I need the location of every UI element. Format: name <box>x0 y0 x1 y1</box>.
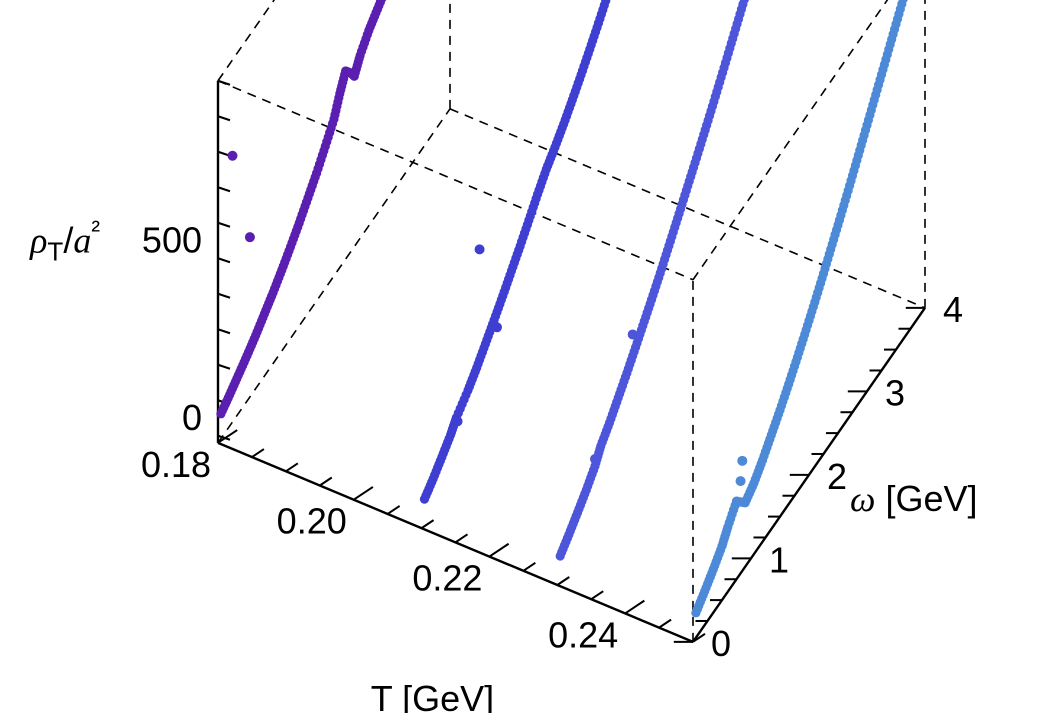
y-tick-label: 2 <box>827 456 847 497</box>
z-tick <box>217 221 231 228</box>
z-tick <box>217 363 231 370</box>
series-2 <box>555 0 749 561</box>
z-tick <box>217 434 231 441</box>
x-tick-label: 0.18 <box>141 444 211 485</box>
outlier-point <box>589 454 600 465</box>
box-edge <box>217 0 276 82</box>
x-tick <box>454 533 469 544</box>
x-tick <box>624 599 645 615</box>
data-point <box>739 0 749 4</box>
x-tick <box>522 561 536 572</box>
box-edge <box>217 108 451 444</box>
x-tick <box>488 542 510 558</box>
x-tick-label: 0.24 <box>548 614 618 655</box>
z-tick <box>217 292 231 299</box>
y-tick-label: 1 <box>769 539 789 580</box>
box-edge <box>449 108 926 309</box>
outlier-point <box>627 329 638 340</box>
z-tick-label: 0 <box>182 397 202 438</box>
axes <box>216 79 926 643</box>
x-tick <box>556 576 570 586</box>
x-tick <box>387 505 401 515</box>
x-tick <box>590 590 604 601</box>
box-edge <box>692 0 889 281</box>
outlier-point <box>227 150 238 161</box>
data-points <box>216 0 908 618</box>
x-tick <box>658 618 672 629</box>
x-tick <box>692 633 706 643</box>
outlier-point <box>491 322 502 333</box>
z-tick <box>217 186 231 193</box>
x-tick <box>353 486 374 501</box>
y-tick-label: 0 <box>711 623 731 664</box>
axis-labels: 0.18 0.20 0.22 0.24 0 1 2 3 4 0 500 T [GeV] ω [GeV] ρ… <box>29 215 977 713</box>
z-tick <box>217 257 231 264</box>
data-point <box>898 0 908 4</box>
y-tick-label: 4 <box>943 289 963 330</box>
data-point <box>601 0 611 6</box>
series-1 <box>419 0 611 504</box>
x-tick <box>251 448 265 458</box>
y-tick-label: 3 <box>885 372 905 413</box>
outlier-point <box>737 455 748 466</box>
x-axis-label: T [GeV] <box>371 678 494 713</box>
x-tick <box>217 429 238 444</box>
z-axis-label: ρT/a² <box>29 215 100 267</box>
x-tick <box>285 462 299 473</box>
x-tick-label: 0.20 <box>277 501 347 542</box>
series-0 <box>216 0 387 419</box>
x-tick-label: 0.22 <box>412 558 482 599</box>
data-point <box>604 0 611 2</box>
z-tick <box>217 328 231 335</box>
box-edge <box>217 80 694 281</box>
z-tick <box>217 115 231 122</box>
y-axis-label: ω [GeV] <box>850 478 977 519</box>
outlier-point <box>244 232 255 243</box>
data-point <box>377 0 387 3</box>
z-tick-label: 500 <box>142 220 202 261</box>
x-tick <box>319 476 333 487</box>
outlier-point <box>735 476 746 487</box>
x-tick <box>421 519 435 529</box>
outlier-point <box>474 244 485 255</box>
outlier-point <box>452 416 463 427</box>
series-3 <box>691 0 908 618</box>
z-tick <box>217 79 231 86</box>
